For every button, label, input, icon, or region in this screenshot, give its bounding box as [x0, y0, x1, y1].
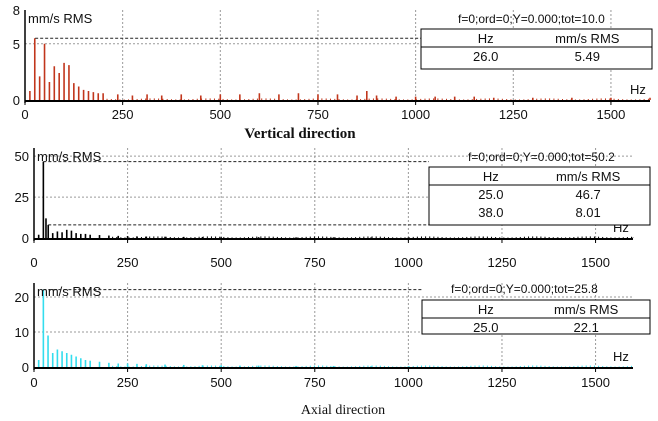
meta-status-text: f=0;ord=0;Y=0.000;tot=10.0: [458, 12, 605, 26]
readout-cell-amplitude: 8.01: [575, 205, 600, 220]
x-tick-label: 1500: [581, 255, 610, 270]
x-tick-label: 0: [30, 255, 37, 270]
x-tick-label: 250: [112, 107, 134, 122]
x-tick-label: 500: [210, 255, 232, 270]
chart-caption: Vertical direction: [244, 126, 356, 142]
y-tick-label: 10: [15, 325, 29, 340]
readout-header-hz: Hz: [483, 169, 499, 184]
x-tick-label: 1250: [499, 107, 528, 122]
x-tick-label: 250: [117, 255, 139, 270]
x-tick-label: 1000: [394, 255, 423, 270]
readout-cell-hz: 25.0: [478, 187, 503, 202]
meta-status-text: f=0;ord=0;Y=0.000;tot=25.8: [451, 282, 598, 296]
readout-cell-hz: 38.0: [478, 205, 503, 220]
x-tick-label: 1250: [488, 375, 517, 390]
readout-cell-amplitude: 46.7: [575, 187, 600, 202]
y-tick-label: 0: [13, 93, 20, 108]
y-tick-label: 25: [15, 190, 29, 205]
readout-box: [420, 28, 653, 70]
x-tick-label: 500: [209, 107, 231, 122]
x-tick-label: 750: [304, 255, 326, 270]
x-tick-label: 250: [117, 375, 139, 390]
y-tick-label: 20: [15, 290, 29, 305]
y-axis-label: mm/s RMS: [28, 11, 93, 26]
spectrum-chart-3: 0 250 500 750 1000 1250 1500 0 10 20 mm/s RMS Hz f=0…: [15, 282, 651, 418]
y-tick-label: 8: [13, 3, 20, 18]
meta-status-text: f=0;ord=0;Y=0.000;tot=50.2: [468, 150, 615, 164]
x-tick-label: 1500: [596, 107, 625, 122]
y-tick-label: 5: [13, 37, 20, 52]
readout-cell-amplitude: 5.49: [575, 49, 600, 64]
readout-cell-amplitude: 22.1: [574, 320, 599, 335]
x-tick-label: 0: [30, 375, 37, 390]
x-tick-label: 750: [307, 107, 329, 122]
x-tick-label: 750: [304, 375, 326, 390]
readout-header-hz: Hz: [478, 31, 494, 46]
readout-header-amplitude: mm/s RMS: [556, 169, 621, 184]
x-tick-label: 1500: [581, 375, 610, 390]
readout-header-amplitude: mm/s RMS: [554, 302, 619, 317]
readout-header-amplitude: mm/s RMS: [555, 31, 620, 46]
readout-cell-hz: 25.0: [473, 320, 498, 335]
readout-box: [428, 166, 651, 226]
x-tick-label: 0: [21, 107, 28, 122]
x-tick-label: 1000: [401, 107, 430, 122]
readout-cell-hz: 26.0: [473, 49, 498, 64]
spectrum-chart-1: 0 250 500 750 1000 1250 1500 0 5 8 mm/s RMS Hz f=0;o…: [13, 3, 653, 142]
x-axis-label: Hz: [630, 82, 646, 97]
x-tick-label: 500: [210, 375, 232, 390]
readout-header-hz: Hz: [478, 302, 494, 317]
chart-caption: Axial direction: [301, 403, 385, 418]
y-tick-label: 50: [15, 149, 29, 164]
x-axis-label: Hz: [613, 349, 629, 364]
y-axis-label: mm/s RMS: [37, 149, 102, 164]
y-tick-label: 0: [22, 231, 29, 246]
y-tick-label: 0: [22, 360, 29, 375]
y-axis-label: mm/s RMS: [37, 284, 102, 299]
readout-box: [421, 299, 651, 335]
x-tick-label: 1000: [394, 375, 423, 390]
x-tick-label: 1250: [488, 255, 517, 270]
spectrum-chart-2: 0 250 500 750 1000 1250 1500 0 25 50 mm/s RMS Hz f=0…: [15, 148, 651, 270]
